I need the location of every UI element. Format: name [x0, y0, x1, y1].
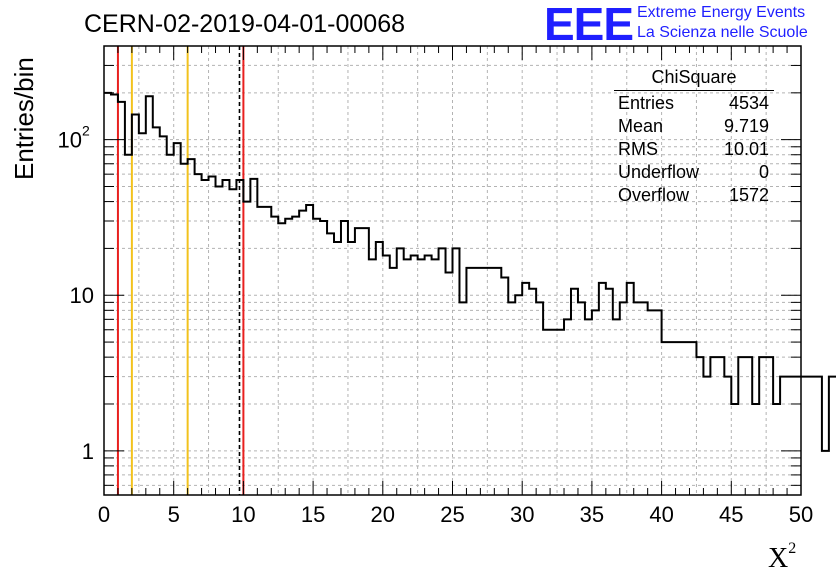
x-tick-label: 40 — [649, 502, 673, 527]
histogram-series — [104, 91, 836, 452]
stats-title: ChiSquare — [614, 67, 774, 91]
eee-logo: EEE — [544, 0, 634, 50]
x-tick-label: 20 — [371, 502, 395, 527]
x-tick-label: 50 — [789, 502, 813, 527]
x-axis-label: X2 — [768, 540, 797, 574]
stats-row-entries: Entries 4534 — [618, 93, 769, 113]
stats-row-overflow: Overflow 1572 — [618, 185, 769, 205]
x-tick-label: 30 — [510, 502, 534, 527]
x-tick-label: 0 — [98, 502, 110, 527]
y-axis-label: Entries/bin — [9, 57, 39, 180]
stats-row-underflow: Underflow 0 — [618, 162, 769, 182]
x-tick-label: 25 — [440, 502, 464, 527]
stats-box: ChiSquare Entries 4534 Mean 9.719 RMS 10.01… — [611, 67, 777, 207]
logo-subtitle-2: La Scienza nelle Scuole — [637, 24, 808, 41]
stats-row-mean: Mean 9.719 — [618, 116, 769, 136]
x-tick-label: 10 — [231, 502, 255, 527]
y-tick-label: 1 — [82, 439, 94, 464]
y-tick-label: 10 — [70, 283, 94, 308]
marker-lines — [116, 46, 245, 495]
stats-row-rms: RMS 10.01 — [618, 139, 769, 159]
chart-title: CERN-02-2019-04-01-00068 — [84, 10, 406, 38]
logo-subtitle-1: Extreme Energy Events — [637, 4, 806, 21]
y-tick-label-exponent: 2 — [82, 123, 90, 139]
x-tick-label: 15 — [301, 502, 325, 527]
x-tick-label: 5 — [168, 502, 180, 527]
axis-ticks — [103, 46, 802, 495]
y-tick-label: 10 — [58, 128, 82, 153]
x-tick-label: 45 — [719, 502, 743, 527]
x-tick-label: 35 — [580, 502, 604, 527]
